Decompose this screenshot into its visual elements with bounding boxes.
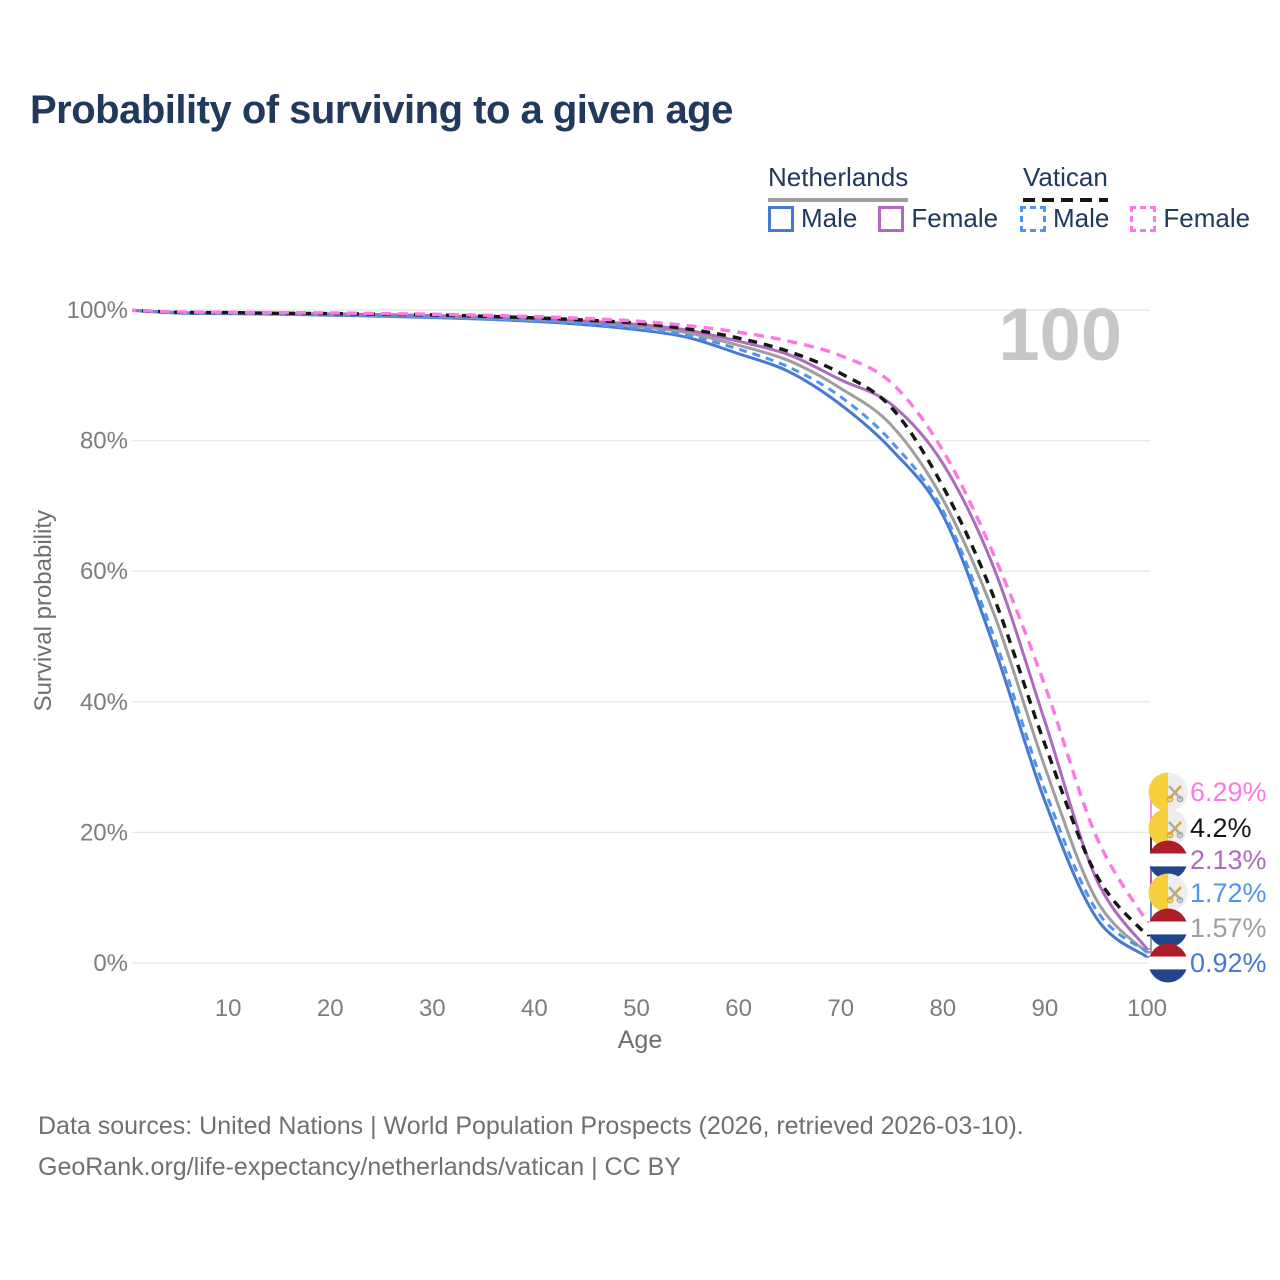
vatican-flag-icon xyxy=(1148,873,1188,913)
curve-netherlands xyxy=(132,308,1149,954)
x-tick-label: 80 xyxy=(929,995,956,1022)
vatican-female-swatch-icon xyxy=(1130,205,1157,232)
x-tick-label: 50 xyxy=(623,995,650,1022)
y-tick-label: 0% xyxy=(93,950,128,977)
data-sources-line: Data sources: United Nations | World Pop… xyxy=(38,1112,1024,1140)
legend-item-label: Female xyxy=(1163,203,1251,233)
end-value-label-vatican-female: 6.29% xyxy=(1190,777,1267,807)
legend-item-vatican-male[interactable]: Male xyxy=(1020,203,1109,234)
curves-group xyxy=(132,308,1149,959)
end-value-label-vatican: 4.2% xyxy=(1190,813,1252,843)
y-tick-label: 100% xyxy=(67,297,128,324)
y-axis-title: Survival probability xyxy=(30,510,57,712)
legend-item-label: Female xyxy=(911,203,999,233)
legend-item-vatican-female[interactable]: Female xyxy=(1130,203,1250,234)
vatican-flag-icon xyxy=(1148,808,1188,848)
vatican-flag-icon xyxy=(1148,772,1188,812)
y-tick-label: 20% xyxy=(80,819,128,846)
legend-items-netherlands: Male Female xyxy=(768,203,1019,234)
x-tick-label: 10 xyxy=(215,995,242,1022)
curve-vatican xyxy=(132,308,1149,937)
curve-vatican-male xyxy=(132,308,1148,953)
legend-items-vatican: Male Female xyxy=(1020,203,1271,234)
legend-group-label: Netherlands xyxy=(768,162,909,192)
netherlands-female-swatch-icon xyxy=(878,205,905,232)
legend-group-vatican[interactable]: Vatican xyxy=(1023,162,1108,202)
netherlands-male-swatch-icon xyxy=(768,205,794,232)
end-value-label-vatican-male: 1.72% xyxy=(1190,878,1267,908)
curve-netherlands-female xyxy=(132,308,1149,950)
legend-item-label: Male xyxy=(1053,203,1110,233)
x-tick-label: 100 xyxy=(1127,995,1167,1022)
netherlands-line-sample xyxy=(768,198,909,202)
x-tick-label: 40 xyxy=(521,995,548,1022)
age-counter-watermark: 100 xyxy=(998,293,1122,376)
page-title: Probability of surviving to a given age xyxy=(30,88,733,132)
source-url-line: GeoRank.org/life-expectancy/netherlands/… xyxy=(38,1153,681,1181)
y-tick-label: 80% xyxy=(80,428,128,455)
legend-item-netherlands-male[interactable]: Male xyxy=(768,203,857,234)
x-tick-label: 20 xyxy=(317,995,344,1022)
legend-item-netherlands-female[interactable]: Female xyxy=(878,203,998,234)
x-tick-label: 60 xyxy=(725,995,752,1022)
x-tick-label: 70 xyxy=(827,995,854,1022)
netherlands-flag-icon xyxy=(1148,908,1188,948)
end-value-label-netherlands: 1.57% xyxy=(1190,913,1267,943)
end-value-label-netherlands-female: 2.13% xyxy=(1190,845,1267,875)
y-tick-label: 60% xyxy=(80,558,128,585)
legend-group-label: Vatican xyxy=(1023,162,1108,192)
legend-group-netherlands[interactable]: Netherlands xyxy=(768,162,909,202)
footer: Data sources: United Nations | World Pop… xyxy=(38,1106,1024,1188)
x-axis-title: Age xyxy=(617,1026,663,1054)
y-tick-label: 40% xyxy=(80,689,128,716)
legend-item-label: Male xyxy=(801,203,858,233)
netherlands-flag-icon xyxy=(1148,943,1188,983)
end-value-label-netherlands-male: 0.92% xyxy=(1190,948,1267,978)
x-tick-label: 90 xyxy=(1032,995,1059,1022)
x-tick-label: 30 xyxy=(419,995,446,1022)
vatican-line-sample xyxy=(1023,198,1108,202)
vatican-male-swatch-icon xyxy=(1020,205,1046,232)
